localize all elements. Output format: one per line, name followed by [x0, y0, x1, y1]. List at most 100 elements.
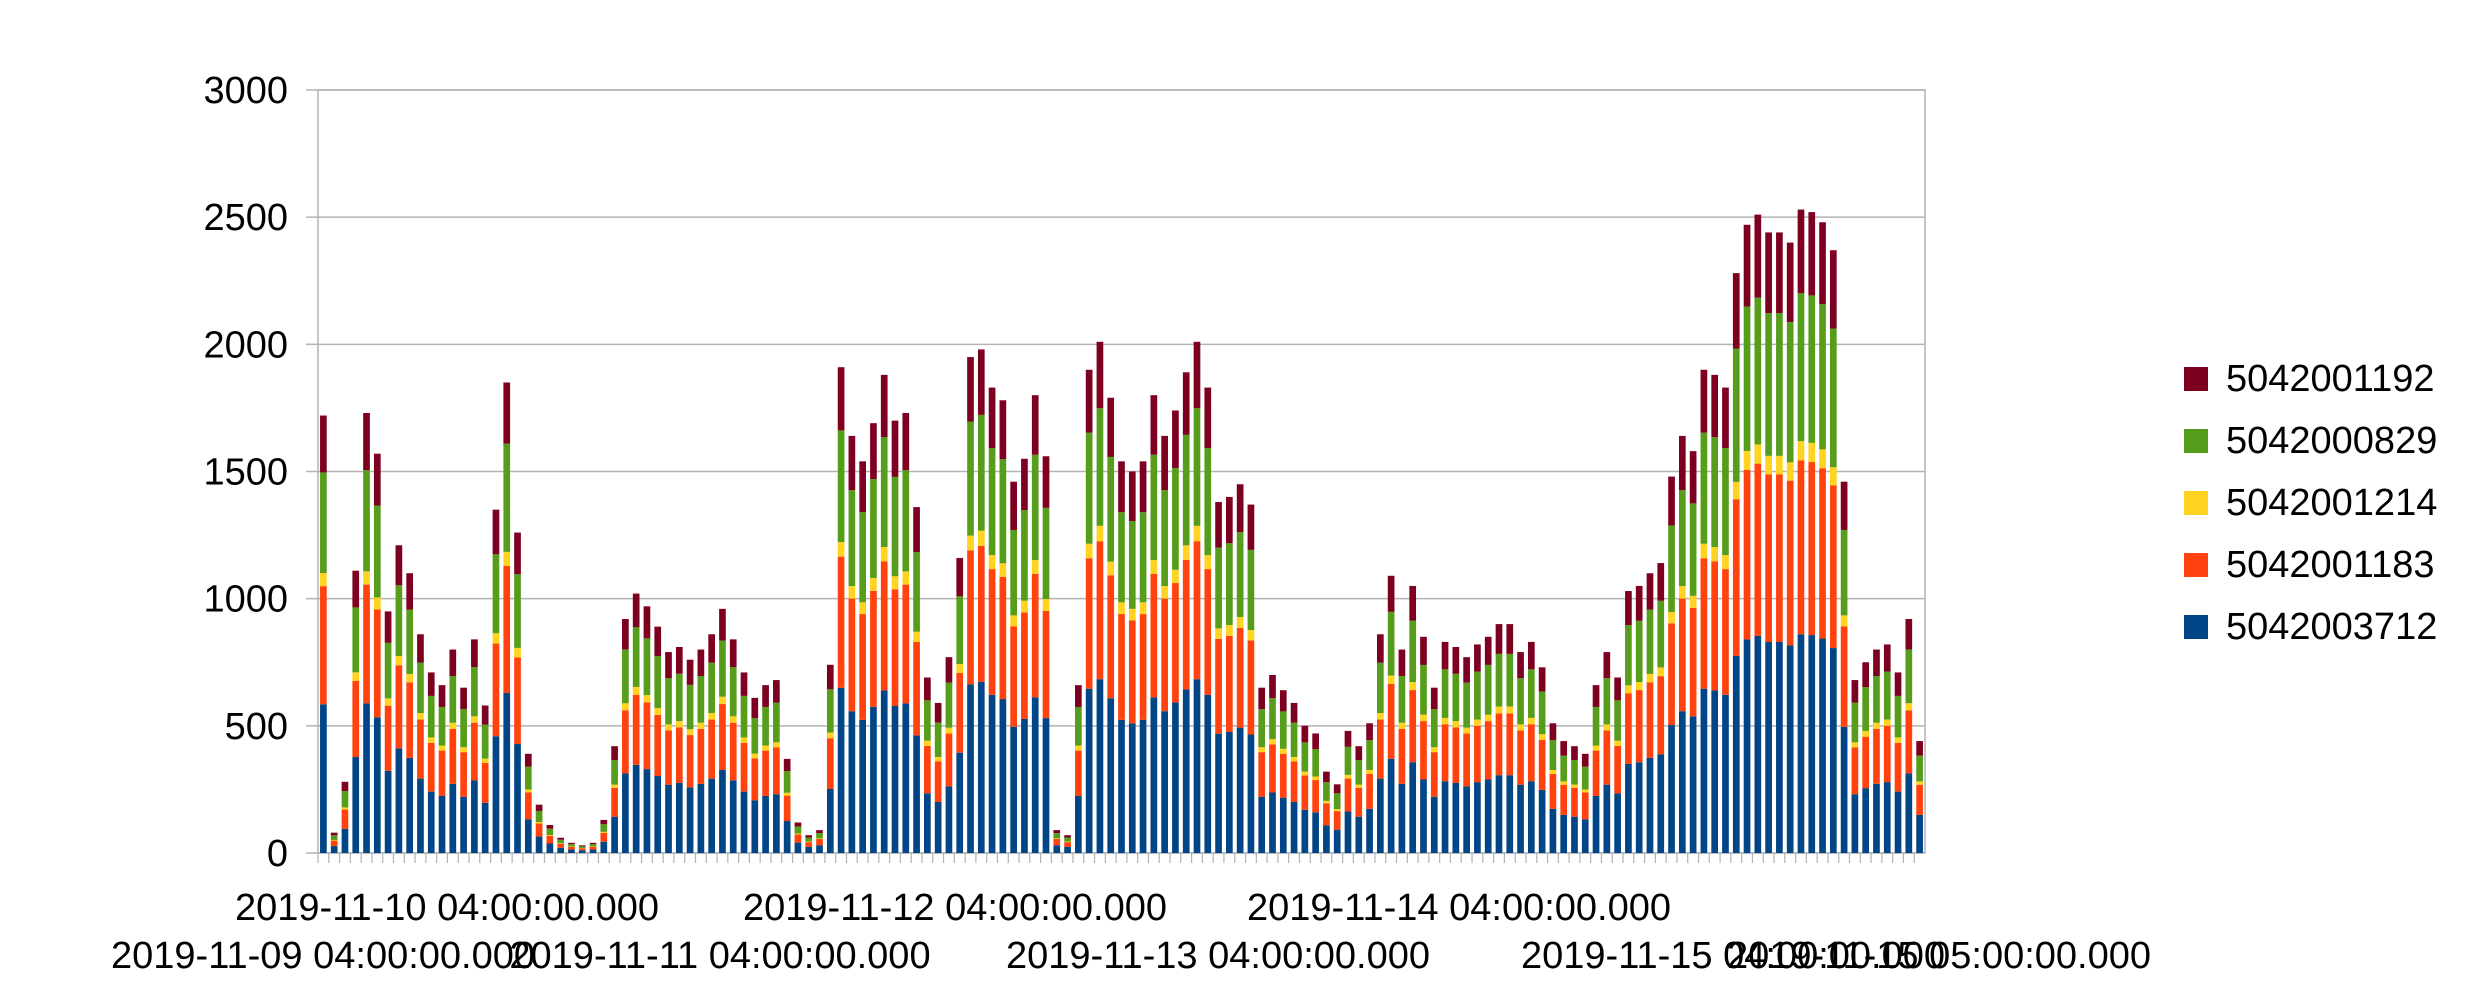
bar-segment-5042001192 [1387, 575, 1395, 612]
bar-segment-5042001192 [1700, 369, 1708, 433]
bar-segment-5042000829 [1873, 675, 1880, 723]
bar-segment-5042001214 [1819, 449, 1826, 469]
bar-segment-5042001183 [417, 719, 424, 779]
bar-segment-5042003712 [363, 703, 370, 853]
bar-segment-5042001192 [643, 606, 651, 639]
bar-segment-5042001183 [1010, 626, 1017, 727]
bar-segment-5042003712 [373, 717, 381, 853]
bar-segment-5042003712 [1409, 762, 1417, 853]
bar-segment-5042001192 [632, 593, 640, 628]
bar-segment-5042000829 [880, 437, 888, 547]
bar-segment-5042003712 [341, 828, 349, 853]
bar-segment-5042001214 [859, 602, 866, 615]
bar-segment-5042001192 [1258, 687, 1266, 710]
bar-segment-5042001214 [1678, 586, 1686, 599]
bar-segment-5042003712 [1829, 648, 1837, 853]
bar-segment-5042003712 [1625, 763, 1632, 853]
bar-segment-5042001192 [1754, 214, 1762, 298]
bar-segment-5042001183 [1819, 468, 1826, 639]
bar-segment-5042001192 [1484, 636, 1492, 665]
bar-segment-5042001192 [729, 639, 737, 668]
bar-segment-5042003712 [1247, 734, 1255, 853]
bar-segment-5042001214 [471, 716, 478, 723]
bar-segment-5042001183 [762, 750, 769, 796]
bar-segment-5042003712 [1722, 694, 1729, 853]
bar-segment-5042001214 [1215, 628, 1222, 639]
bar-segment-5042001192 [1301, 725, 1309, 743]
bar-segment-5042001192 [1678, 435, 1686, 491]
bar-segment-5042001214 [1517, 724, 1524, 731]
bar-segment-5042001183 [1786, 480, 1794, 646]
bar-segment-5042001214 [1560, 781, 1568, 785]
bar-segment-5042001183 [956, 673, 964, 753]
bar-segment-5042000829 [460, 709, 467, 748]
bar-segment-5042001214 [902, 571, 910, 585]
bar-segment-5042003712 [1312, 812, 1319, 853]
bar-segment-5042001183 [600, 832, 608, 842]
bar-segment-5042001192 [1452, 646, 1460, 674]
bar-segment-5042000829 [1894, 695, 1902, 738]
bar-segment-5042001192 [783, 758, 791, 772]
bar-segment-5042001214 [999, 563, 1007, 577]
bar-segment-5042001183 [557, 843, 565, 848]
bar-segment-5042001183 [1829, 485, 1837, 649]
bar-segment-5042001192 [524, 753, 532, 767]
bar-segment-5042000829 [783, 771, 791, 793]
bar-segment-5042003712 [870, 706, 877, 853]
legend-swatch-5042001214 [2184, 491, 2208, 515]
bar-segment-5042003712 [1484, 779, 1492, 853]
bar-segment-5042000829 [1430, 709, 1438, 748]
bar-segment-5042000829 [1226, 543, 1233, 626]
bar-segment-5042001214 [719, 696, 726, 705]
bar-segment-5042003712 [1711, 690, 1719, 853]
bar-segment-5042003712 [1053, 845, 1061, 853]
bar-segment-5042001214 [1441, 717, 1449, 725]
bar-segment-5042001183 [524, 792, 532, 820]
bar-segment-5042003712 [438, 795, 446, 853]
bar-segment-5042001192 [999, 400, 1007, 460]
bar-segment-5042001183 [406, 682, 414, 758]
bar-segment-5042001183 [1409, 690, 1417, 763]
bar-segment-5042003712 [1873, 783, 1880, 853]
bar-segment-5042001192 [1776, 232, 1783, 314]
bar-segment-5042001214 [1571, 784, 1578, 788]
bar-segment-5042001214 [1301, 771, 1309, 776]
bar-segment-5042001183 [438, 750, 446, 796]
bar-segment-5042001192 [1161, 435, 1168, 491]
bar-segment-5042001214 [826, 732, 834, 739]
bar-segment-5042001192 [1031, 395, 1039, 455]
bar-segment-5042001183 [773, 747, 780, 795]
bar-segment-5042003712 [1204, 694, 1212, 853]
bar-segment-5042001183 [1279, 753, 1287, 798]
bar-segment-5042001183 [1689, 607, 1697, 717]
bar-segment-5042001214 [1743, 450, 1751, 470]
bar-segment-5042001192 [1635, 585, 1643, 621]
bar-segment-5042000829 [524, 766, 532, 790]
bar-segment-5042001183 [1700, 558, 1708, 689]
bar-segment-5042001192 [438, 685, 446, 707]
bar-segment-5042000829 [1657, 600, 1665, 668]
bar-segment-5042001192 [1430, 687, 1438, 710]
bar-segment-5042001183 [1862, 736, 1870, 789]
bar-segment-5042003712 [1236, 727, 1244, 853]
bar-segment-5042003712 [406, 757, 414, 853]
bar-segment-5042003712 [1258, 796, 1266, 853]
bar-segment-5042001192 [395, 545, 403, 586]
bar-segment-5042001214 [600, 831, 608, 833]
bar-segment-5042000829 [1323, 782, 1330, 801]
bar-segment-5042000829 [1581, 766, 1589, 790]
bar-segment-5042001192 [1398, 649, 1406, 676]
y-tick-label: 2000 [203, 324, 288, 366]
bar-segment-5042001192 [1226, 496, 1233, 544]
bar-segment-5042001183 [1495, 713, 1503, 776]
legend-swatch-5042001183 [2184, 553, 2208, 577]
bar-segment-5042000829 [1301, 742, 1309, 772]
bar-segment-5042001183 [1430, 752, 1438, 797]
bar-segment-5042000829 [471, 667, 478, 717]
bar-segment-5042001183 [1161, 598, 1168, 712]
bar-segment-5042000829 [999, 459, 1007, 564]
bar-segment-5042001192 [1139, 461, 1147, 513]
bar-segment-5042001192 [967, 357, 974, 422]
bar-segment-5042001214 [1527, 717, 1535, 725]
bar-segment-5042001183 [460, 752, 467, 797]
